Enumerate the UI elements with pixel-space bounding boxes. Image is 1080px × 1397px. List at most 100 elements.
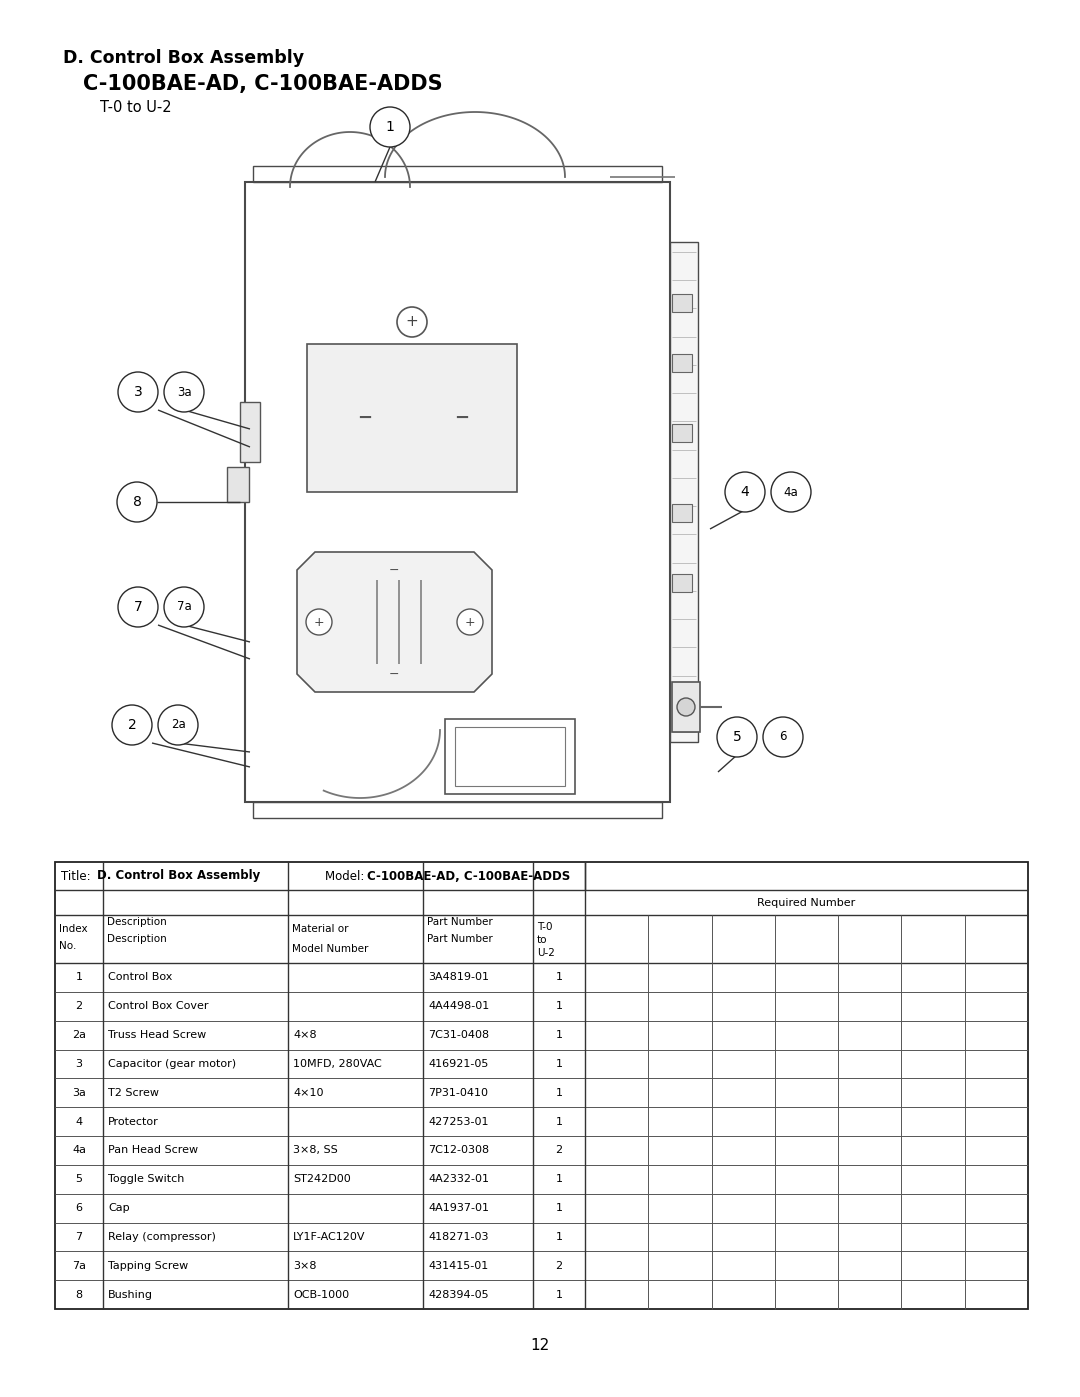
Text: 1: 1 [555,1232,563,1242]
Text: 431415-01: 431415-01 [428,1260,488,1271]
Text: 2a: 2a [72,1030,86,1041]
Text: 10MFD, 280VAC: 10MFD, 280VAC [293,1059,381,1069]
Text: Description: Description [107,916,166,928]
Text: Cap: Cap [108,1203,130,1213]
Text: −: − [357,409,373,427]
Text: Tapping Screw: Tapping Screw [108,1260,188,1271]
Text: 3a: 3a [72,1088,86,1098]
Text: 4a: 4a [784,486,798,499]
Text: Toggle Switch: Toggle Switch [108,1175,185,1185]
Circle shape [164,372,204,412]
Text: LY1F-AC120V: LY1F-AC120V [293,1232,365,1242]
Text: 7: 7 [134,599,143,615]
Text: 5: 5 [732,731,741,745]
Text: Model:: Model: [325,869,368,883]
Text: 3×8, SS: 3×8, SS [293,1146,338,1155]
Text: 5: 5 [76,1175,82,1185]
Circle shape [771,472,811,511]
Text: 12: 12 [530,1337,550,1352]
Text: Control Box: Control Box [108,972,173,982]
Text: 3: 3 [76,1059,82,1069]
Text: +: + [406,314,418,330]
Circle shape [457,609,483,636]
Text: +: + [313,616,324,629]
Text: 7a: 7a [177,601,191,613]
Text: 1: 1 [555,972,563,982]
Text: 7: 7 [76,1232,82,1242]
Text: 7C12-0308: 7C12-0308 [428,1146,489,1155]
Circle shape [717,717,757,757]
Text: 8: 8 [133,495,141,509]
Text: Part Number: Part Number [427,935,492,944]
Text: 1: 1 [555,1030,563,1041]
Text: C-100BAE-AD, C-100BAE-ADDS: C-100BAE-AD, C-100BAE-ADDS [367,869,570,883]
Text: 3A4819-01: 3A4819-01 [428,972,489,982]
Text: 1: 1 [555,1116,563,1126]
Bar [672,682,700,732]
Text: 7C31-0408: 7C31-0408 [428,1030,489,1041]
Circle shape [118,372,158,412]
Text: 1: 1 [555,1175,563,1185]
Bar [672,504,692,522]
Circle shape [118,587,158,627]
Text: 1: 1 [555,1203,563,1213]
Text: 6: 6 [780,731,786,743]
Text: 2: 2 [76,1002,82,1011]
Text: OCB-1000: OCB-1000 [293,1289,349,1299]
Text: Protector: Protector [108,1116,159,1126]
Text: 4a: 4a [72,1146,86,1155]
Text: Control Box Cover: Control Box Cover [108,1002,208,1011]
Text: 4×8: 4×8 [293,1030,316,1041]
Bar [455,726,565,787]
Text: 2: 2 [127,718,136,732]
Text: Part Number: Part Number [427,916,492,928]
Text: 1: 1 [555,1002,563,1011]
Bar [55,862,1028,1309]
Text: 2: 2 [555,1260,563,1271]
Text: ST242D00: ST242D00 [293,1175,351,1185]
Text: 427253-01: 427253-01 [428,1116,488,1126]
Text: 4A2332-01: 4A2332-01 [428,1175,489,1185]
Text: 4: 4 [76,1116,82,1126]
Text: 418271-03: 418271-03 [428,1232,488,1242]
Text: T-0 to U-2: T-0 to U-2 [100,101,172,115]
Bar [307,344,517,492]
Text: 4A4498-01: 4A4498-01 [428,1002,489,1011]
Bar [670,242,698,742]
Text: −: − [389,668,400,680]
Bar [672,425,692,441]
Text: 1: 1 [555,1088,563,1098]
Text: +: + [464,616,475,629]
Circle shape [397,307,427,337]
Bar [240,402,260,462]
Text: 2a: 2a [171,718,186,732]
Text: Title:: Title: [60,869,94,883]
Text: No.: No. [59,942,77,951]
Text: 4A1937-01: 4A1937-01 [428,1203,489,1213]
Text: 1: 1 [76,972,82,982]
Bar [672,293,692,312]
Circle shape [164,587,204,627]
Text: T-0: T-0 [537,922,553,932]
Text: Model Number: Model Number [292,943,368,954]
Text: to: to [537,935,548,944]
Bar [253,802,662,819]
Text: 3: 3 [134,386,143,400]
Text: Capacitor (gear motor): Capacitor (gear motor) [108,1059,237,1069]
Text: 3×8: 3×8 [293,1260,316,1271]
Text: Pan Head Screw: Pan Head Screw [108,1146,198,1155]
Text: 1: 1 [555,1059,563,1069]
Text: 7a: 7a [72,1260,86,1271]
Circle shape [117,482,157,522]
Text: D. Control Box Assembly: D. Control Box Assembly [97,869,260,883]
Circle shape [725,472,765,511]
Bar [672,353,692,372]
Bar [227,467,249,502]
Text: 1: 1 [386,120,394,134]
Circle shape [762,717,804,757]
Text: Relay (compressor): Relay (compressor) [108,1232,216,1242]
Bar [672,574,692,592]
Text: 8: 8 [76,1289,82,1299]
Text: D. Control Box Assembly: D. Control Box Assembly [63,49,305,67]
Circle shape [306,609,332,636]
